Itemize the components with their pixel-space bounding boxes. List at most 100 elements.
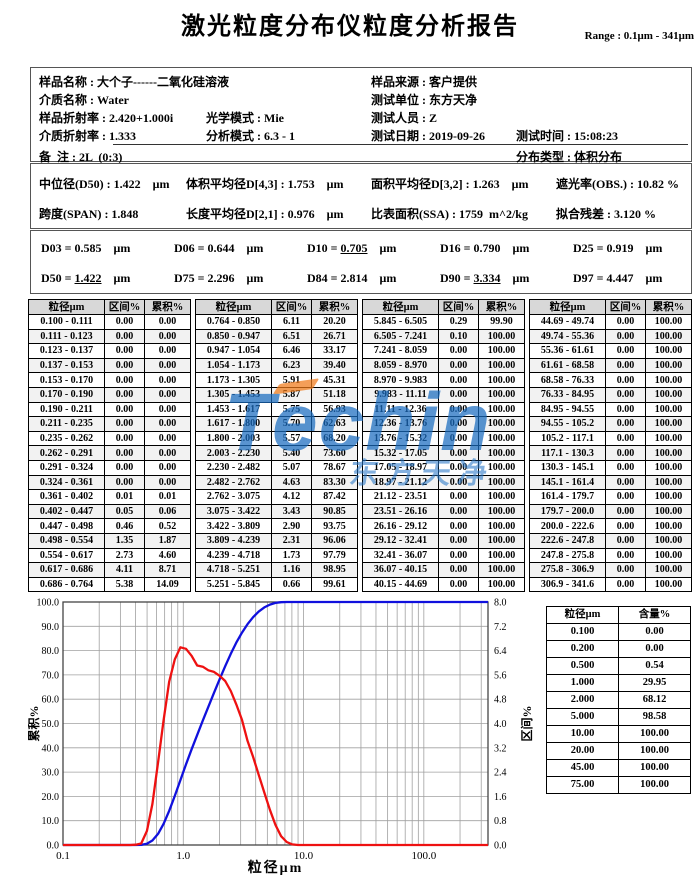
table-cell: 100.00 [645, 416, 692, 432]
table-cell: 17.05 - 18.97 [362, 459, 439, 476]
table-row: 0.211 - 0.235 0.00 0.00 [28, 416, 191, 432]
table-row: 36.07 - 40.15 0.00 100.00 [362, 562, 525, 578]
table-row: 2.000 68.12 [546, 691, 691, 709]
table-cell: 0.54 [618, 657, 691, 675]
table-header-row: 粒径μm 区间% 累积% [529, 299, 692, 315]
table-cell: 145.1 - 161.4 [529, 474, 606, 491]
table-cell: 0.153 - 0.170 [28, 372, 105, 388]
table-row: 0.291 - 0.324 0.00 0.00 [28, 459, 191, 476]
table-cell: 1.000 [546, 674, 619, 692]
series-cumulative [63, 600, 488, 847]
table-cell: 0.00 [144, 401, 191, 418]
table-cell: 1.87 [144, 532, 191, 549]
table-cell: 0.200 [546, 640, 619, 658]
content-table: 粒径μm 含量% 0.100 0.00 0.200 0.00 0.500 0.54 1.000 2… [546, 606, 691, 794]
info-line: 样品折射率 : 2.420+1.000i 光学模式 : Mie 测试人员 : Z [31, 109, 691, 127]
summary-field: 中位径(D50) : 1.422 μm [39, 177, 170, 191]
table-cell: 0.00 [144, 386, 191, 403]
summary-field: 跨度(SPAN) : 1.848 [39, 207, 139, 221]
table-row: 130.3 - 145.1 0.00 100.00 [529, 459, 692, 476]
table-row: 5.845 - 6.505 0.29 99.90 [362, 314, 525, 330]
table-cell: 0.00 [605, 445, 646, 461]
table-cell: 100.00 [478, 503, 525, 520]
table-cell: 0.00 [438, 401, 479, 418]
d-value-field: D50 = 1.422 μm [41, 271, 131, 285]
table-cell: 0.554 - 0.617 [28, 547, 105, 564]
table-cell: 0.00 [438, 576, 479, 593]
table-cell: 5.87 [271, 386, 312, 403]
table-cell: 6.505 - 7.241 [362, 328, 439, 345]
table-cell: 6.51 [271, 328, 312, 345]
table-cell: 100.00 [478, 489, 525, 505]
table-cell: 99.90 [478, 314, 525, 330]
table-cell: 100.00 [618, 725, 691, 743]
table-cell: 2.762 - 3.075 [195, 489, 272, 505]
unit-label: μm [152, 177, 170, 191]
table-cell: 100.00 [645, 562, 692, 578]
table-cell: 0.06 [144, 503, 191, 520]
table-cell: 0.00 [438, 430, 479, 447]
table-cell: 5.845 - 6.505 [362, 314, 439, 330]
d-value: 3.334 [473, 271, 501, 285]
table-cell: 100.00 [478, 518, 525, 534]
table-cell: 44.69 - 49.74 [529, 314, 606, 330]
table-cell: 68.12 [618, 691, 691, 709]
table-row: 2.762 - 3.075 4.12 87.42 [195, 489, 358, 505]
table-cell: 4.718 - 5.251 [195, 562, 272, 578]
table-cell: 3.809 - 4.239 [195, 532, 272, 549]
table-cell: 0.00 [144, 416, 191, 432]
table-row: 44.69 - 49.74 0.00 100.00 [529, 314, 692, 330]
table-cell: 0.00 [104, 343, 145, 359]
table-cell: 0.29 [438, 314, 479, 330]
table-cell: 0.00 [104, 401, 145, 418]
table-cell: 83.30 [311, 474, 358, 491]
table-cell: 0.00 [144, 328, 191, 345]
table-head: 粒径μm 区间% 累积% [362, 299, 525, 315]
table-row: 0.262 - 0.291 0.00 0.00 [28, 445, 191, 461]
table-cell: 0.00 [104, 386, 145, 403]
table-cell: 0.498 - 0.554 [28, 532, 105, 549]
info-field: 介质折射率 : 1.333 [39, 129, 136, 143]
table-cell: 100.00 [478, 328, 525, 345]
unit-label: μm [326, 177, 344, 191]
table-cell: 6.46 [271, 343, 312, 359]
column-header: 粒径μm [195, 299, 272, 315]
unit-label: μm [326, 207, 344, 221]
table-cell: 32.41 - 36.07 [362, 547, 439, 564]
table-row: 0.617 - 0.686 4.11 8.71 [28, 562, 191, 578]
table-cell: 0.00 [605, 547, 646, 564]
distribution-table-group-3: 粒径μm 区间% 累积% 5.845 - 6.505 0.29 99.90 6.505 - … [362, 299, 525, 593]
table-header-row: 粒径μm 含量% [546, 606, 691, 624]
d-value-field: D25 = 0.919 μm [573, 241, 663, 255]
table-row: 2.003 - 2.230 5.40 73.60 [195, 445, 358, 461]
table-row: 0.498 - 0.554 1.35 1.87 [28, 532, 191, 549]
info-field: 测试日期 : 2019-09-26 [371, 129, 485, 143]
left-axis-tick: 20.0 [42, 792, 60, 803]
table-cell: 100.00 [478, 532, 525, 549]
table-cell: 100.00 [645, 314, 692, 330]
info-line: 样品名称 : 大个子------二氧化硅溶液 样品来源 : 客户提供 [31, 73, 691, 91]
table-cell: 0.00 [605, 328, 646, 345]
table-cell: 6.23 [271, 357, 312, 374]
table-cell: 11.11 - 12.36 [362, 401, 439, 418]
info-line: 备 注 : 2L (0:3) 分布类型 : 体积分布 [31, 148, 691, 166]
table-cell: 100.00 [478, 430, 525, 447]
table-row: 0.235 - 0.262 0.00 0.00 [28, 430, 191, 447]
table-cell: 5.38 [104, 576, 145, 593]
table-cell: 18.97 - 21.12 [362, 474, 439, 491]
column-header: 区间% [104, 299, 145, 315]
table-body: 0.100 - 0.111 0.00 0.00 0.111 - 0.123 0.00 0.… [28, 314, 191, 593]
summary-field: 遮光率(OBS.) : 10.82 % [556, 177, 680, 191]
table-row: 1.617 - 1.800 5.70 62.63 [195, 416, 358, 432]
d-value: 0.705 [340, 241, 368, 255]
column-header: 粒径μm [362, 299, 439, 315]
d-value: 0.585 [74, 241, 102, 255]
table-cell: 100.00 [645, 459, 692, 476]
table-row: 222.6 - 247.8 0.00 100.00 [529, 532, 692, 549]
info-field: 测试时间 : 15:08:23 [516, 129, 618, 143]
table-cell: 5.000 [546, 708, 619, 726]
table-cell: 100.00 [645, 474, 692, 491]
left-axis-tick: 10.0 [42, 816, 60, 827]
table-cell: 100.00 [618, 776, 691, 794]
d-value-field: D84 = 2.814 μm [307, 271, 397, 285]
